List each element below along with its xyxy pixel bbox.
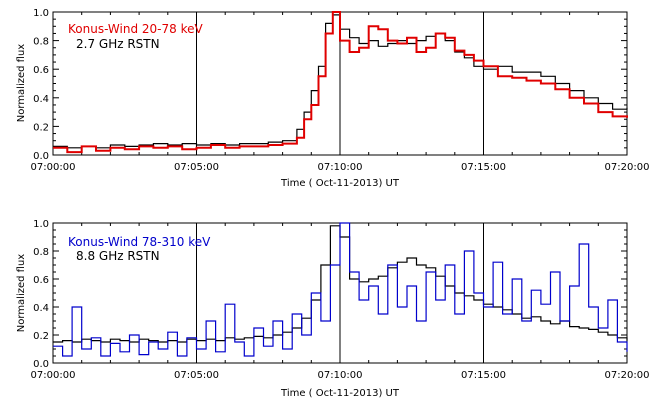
x-tick-label-3: 07:15:00 xyxy=(461,370,506,381)
top-ylabel: Normalized flux xyxy=(16,44,27,123)
y-tick-label-2: 0.4 xyxy=(33,303,49,314)
y-tick-label-0: 0.0 xyxy=(33,359,49,370)
y-tick-label-3: 0.6 xyxy=(33,65,49,76)
bottom-xlabel: Time ( Oct-11-2013) UT xyxy=(280,388,400,399)
top-legend-2: 2.7 GHz RSTN xyxy=(76,37,160,51)
x-tick-label-2: 07:10:00 xyxy=(318,370,363,381)
y-tick-label-1: 0.2 xyxy=(33,331,49,342)
top-xlabel: Time ( Oct-11-2013) UT xyxy=(280,178,400,189)
y-tick-label-0: 0.0 xyxy=(33,151,49,162)
x-tick-label-2: 07:10:00 xyxy=(318,162,363,173)
x-tick-label-4: 07:20:00 xyxy=(605,162,650,173)
x-tick-label-0: 07:00:00 xyxy=(31,370,76,381)
bottom-ylabel: Normalized flux xyxy=(16,254,27,333)
top-panel: 0.0 0.2 0.4 0.6 0.8 1.0 07:00:00 07:05:00 07:10… xyxy=(16,8,649,189)
y-tick-label-4: 0.8 xyxy=(33,247,49,258)
y-tick-label-1: 0.2 xyxy=(33,122,49,133)
bottom-panel: 0.0 0.2 0.4 0.6 0.8 1.0 07:00:00 07:05:00 07:10… xyxy=(16,219,649,399)
x-tick-label-4: 07:20:00 xyxy=(605,370,650,381)
series-line-0 xyxy=(53,11,628,154)
x-tick-label-3: 07:15:00 xyxy=(461,162,506,173)
y-tick-label-5: 1.0 xyxy=(33,219,49,230)
series-line-0 xyxy=(53,222,628,357)
x-tick-label-0: 07:00:00 xyxy=(31,162,76,173)
bottom-legend-1: Konus-Wind 78-310 keV xyxy=(68,235,211,249)
x-tick-label-1: 07:05:00 xyxy=(174,370,219,381)
top-legend-1: Konus-Wind 20-78 keV xyxy=(68,22,203,36)
bottom-legend-2: 8.8 GHz RSTN xyxy=(76,249,160,263)
series-line-1 xyxy=(53,14,628,149)
y-tick-label-3: 0.6 xyxy=(33,275,49,286)
y-tick-label-4: 0.8 xyxy=(33,37,49,48)
x-tick-label-1: 07:05:00 xyxy=(174,162,219,173)
y-tick-label-2: 0.4 xyxy=(33,94,49,105)
y-tick-label-5: 1.0 xyxy=(33,8,49,19)
